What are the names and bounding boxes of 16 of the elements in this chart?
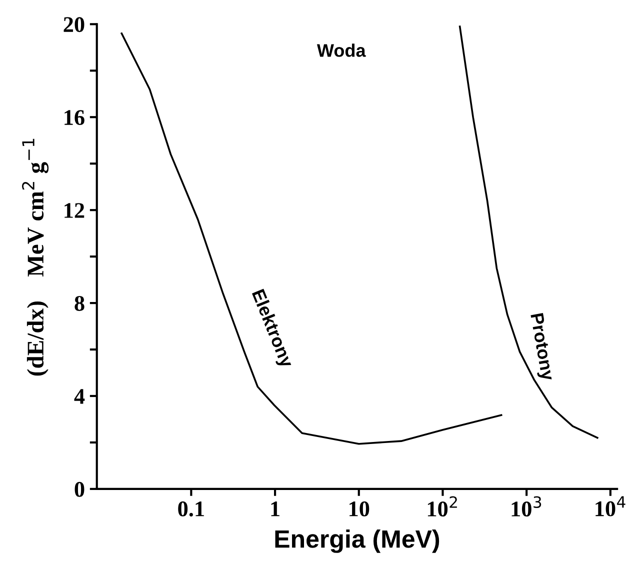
x-tick-label: 0.1 (178, 501, 204, 516)
y-tick-label: 8 (74, 296, 84, 311)
y-axis-title: (dE/dx) MeV cm$^{2}$ g$^{−1}$ (22, 138, 49, 376)
y-tick-label: 12 (64, 203, 84, 218)
x-tick-label: 10 (350, 501, 370, 516)
text: Protony (527, 313, 555, 382)
y-tick-label: 16 (64, 110, 84, 126)
y-tick-label: 20 (64, 17, 84, 32)
x-tick-label: 10$^{4}$ (596, 496, 626, 516)
x-tick-label: 10$^{2}$ (428, 496, 457, 517)
y-tick-label: 4 (74, 389, 85, 404)
x-axis-title: Energia (MeV) (275, 530, 440, 553)
annotation: Woda (316, 44, 366, 57)
x-tick-label: 1 (271, 501, 280, 516)
y-tick-label: 0 (74, 482, 84, 497)
x-tick-label: 10$^{3}$ (512, 496, 542, 517)
